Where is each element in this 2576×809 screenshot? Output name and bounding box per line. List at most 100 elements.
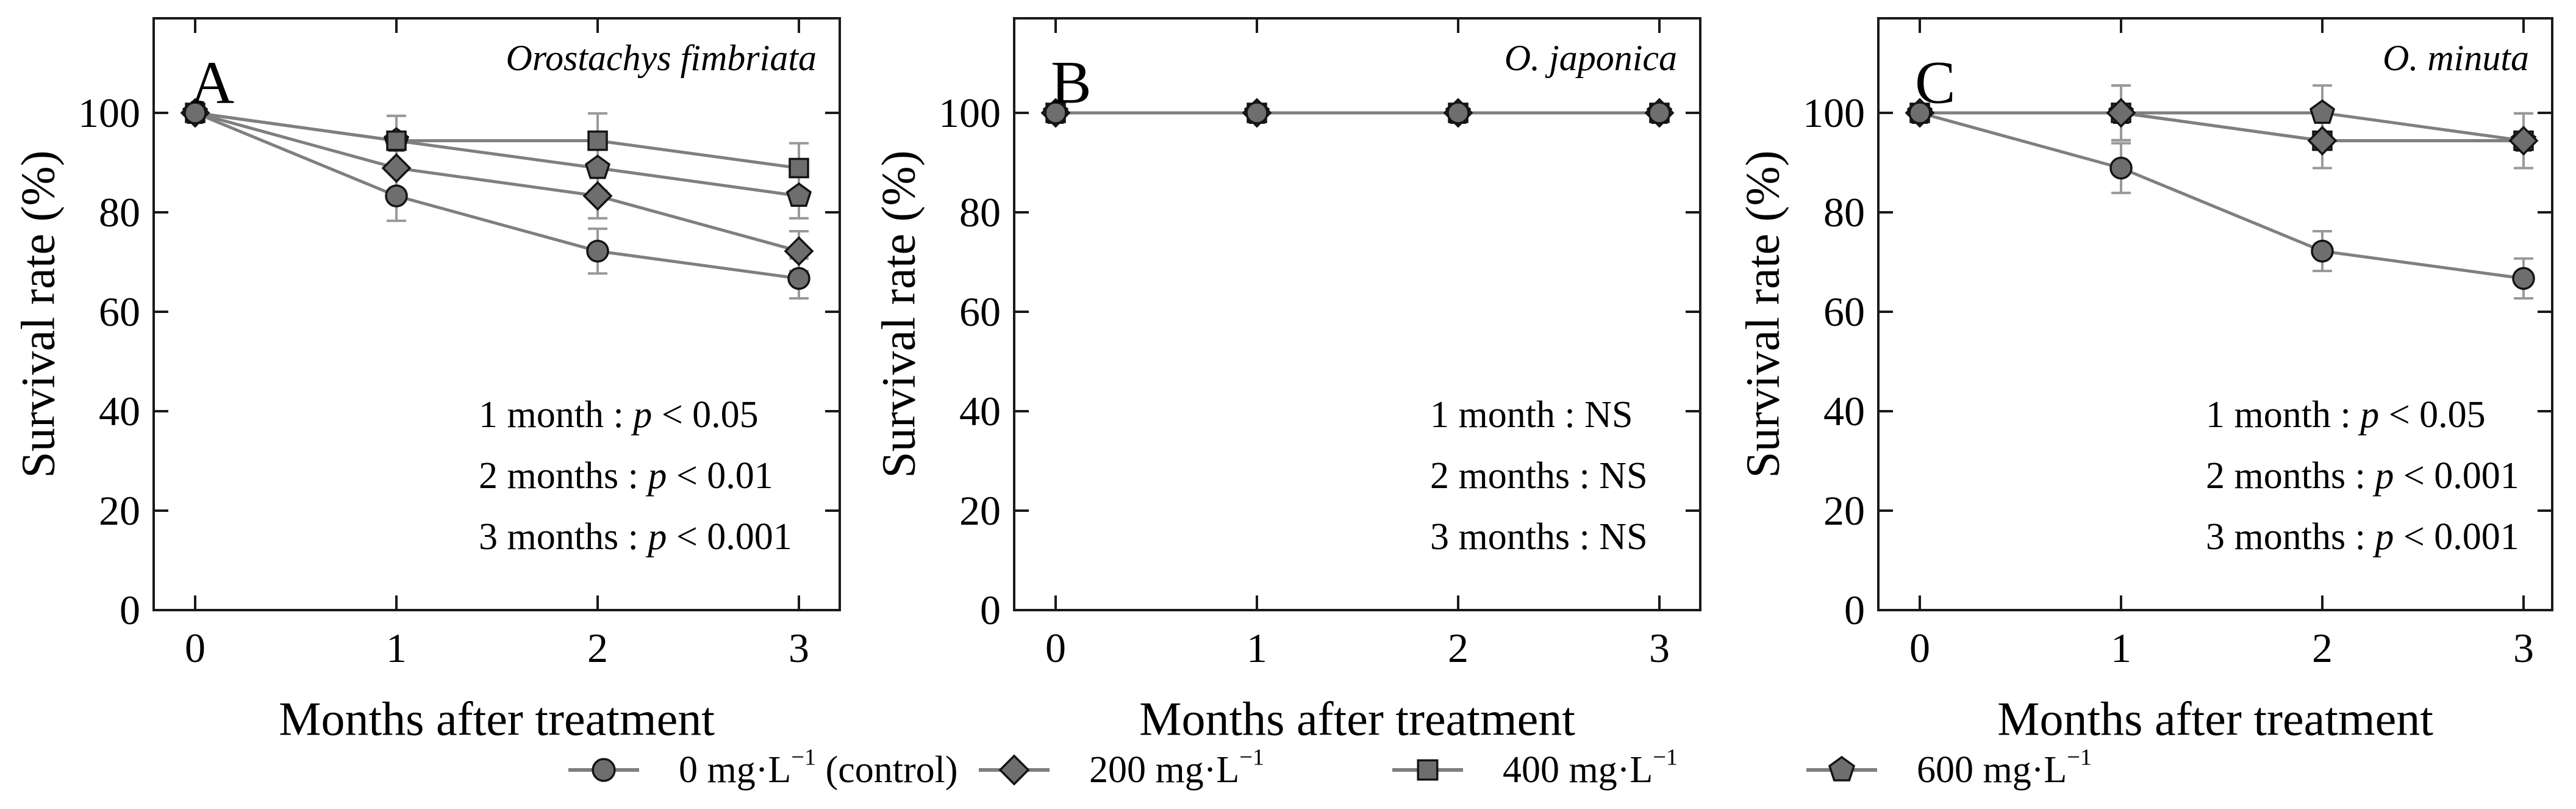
annotation-line: 2 months : p < 0.01 <box>479 455 773 497</box>
marker-circle <box>586 239 609 263</box>
legend-marker-square <box>1417 759 1439 781</box>
y-axis-title: Survival rate (%) <box>12 150 65 478</box>
x-tick-label: 1 <box>1247 625 1267 671</box>
legend-label: 600 mg·L−1 <box>1917 745 2092 791</box>
y-tick-label: 60 <box>99 289 140 335</box>
marker-circle <box>1245 101 1268 124</box>
annotation-line: 1 month : p < 0.05 <box>479 394 759 436</box>
legend-item: 200 mg·L−1 <box>979 745 1264 791</box>
annotation-line: 3 months : p < 0.001 <box>479 516 792 558</box>
y-tick-label: 60 <box>1823 289 1865 335</box>
y-tick-label: 0 <box>980 587 1001 633</box>
annotation-line: 2 months : p < 0.001 <box>2206 455 2519 497</box>
legend: 0 mg·L−1 (control) 200 mg·L−1 400 mg·L−1 60… <box>568 745 2092 791</box>
legend-marker-diamond <box>998 754 1030 786</box>
x-tick-label: 2 <box>587 625 608 671</box>
marker-diamond <box>381 153 412 183</box>
panel-a: 0 20 40 60 80 100 0 1 2 3 A Orostachys fimbriata 1 m… <box>12 17 841 746</box>
marker-circle <box>1447 101 1470 124</box>
x-tick-label: 2 <box>1448 625 1469 671</box>
x-axis-title: Months after treatment <box>279 692 715 746</box>
y-tick-label: 40 <box>959 388 1001 434</box>
marker-diamond <box>582 181 613 211</box>
y-tick-label: 0 <box>120 587 140 633</box>
marker-circle <box>1648 101 1671 124</box>
legend-item: 600 mg·L−1 <box>1806 745 2092 791</box>
y-tick-label: 100 <box>1803 90 1865 136</box>
panel-c: 0 20 40 60 80 100 0 1 2 3 C O. minuta 1 month : p < … <box>1736 17 2553 746</box>
legend-marker-circle <box>592 758 616 782</box>
y-tick-label: 40 <box>1823 388 1865 434</box>
marker-circle <box>1908 101 1931 124</box>
marker-square <box>587 130 608 151</box>
marker-pentagon <box>785 182 812 207</box>
legend-item: 0 mg·L−1 (control) <box>568 745 958 791</box>
x-tick-label: 3 <box>2513 625 2534 671</box>
series-line-pentagon <box>1920 111 2524 143</box>
annotation-line: 3 months : NS <box>1430 516 1648 558</box>
series-line-square <box>195 111 800 170</box>
marker-pentagon <box>2309 99 2336 124</box>
legend-label: 0 mg·L−1 (control) <box>679 745 958 791</box>
x-tick-label: 0 <box>185 625 206 671</box>
y-tick-label: 100 <box>78 90 140 136</box>
marker-square <box>386 130 407 151</box>
marker-pentagon <box>584 154 611 179</box>
x-tick-label: 0 <box>1909 625 1930 671</box>
panel-b: 0 20 40 60 80 100 0 1 2 3 B O. japonica 1 month : NS… <box>872 17 1701 746</box>
panel-letter: A <box>190 49 234 117</box>
marker-square <box>789 157 809 179</box>
plot-frame <box>1013 17 1701 611</box>
legend-item: 400 mg·L−1 <box>1392 745 1678 791</box>
marker-diamond <box>784 236 814 267</box>
panel-species-title: O. japonica <box>1504 38 1677 78</box>
plot-frame <box>152 17 841 611</box>
marker-circle <box>2109 156 2133 180</box>
annotation-line: 1 month : NS <box>1430 394 1633 436</box>
series-line-circle <box>195 111 800 280</box>
marker-circle <box>2311 239 2334 263</box>
y-tick-label: 80 <box>1823 189 1865 236</box>
legend-label: 200 mg·L−1 <box>1089 745 1264 791</box>
x-tick-label: 1 <box>2111 625 2131 671</box>
x-tick-label: 2 <box>2312 625 2333 671</box>
panel-letter: B <box>1051 49 1092 117</box>
annotation-line: 3 months : p < 0.001 <box>2206 516 2519 558</box>
x-tick-label: 3 <box>1649 625 1670 671</box>
y-tick-label: 0 <box>1844 587 1865 633</box>
y-tick-label: 100 <box>939 90 1001 136</box>
series-line-circle <box>1919 111 2524 280</box>
legend-label: 400 mg·L−1 <box>1503 745 1678 791</box>
series-line-pentagon <box>195 111 800 198</box>
marker-circle <box>2512 267 2535 290</box>
y-axis-title: Survival rate (%) <box>1736 150 1789 478</box>
marker-circle <box>787 267 810 290</box>
y-tick-label: 40 <box>99 388 140 434</box>
y-tick-label: 80 <box>99 189 140 236</box>
y-axis-title: Survival rate (%) <box>872 150 925 478</box>
panel-letter: C <box>1915 49 1956 117</box>
annotation-line: 2 months : NS <box>1430 455 1648 497</box>
legend-marker-pentagon <box>1828 755 1856 782</box>
marker-circle <box>184 101 207 124</box>
annotation-line: 1 month : p < 0.05 <box>2206 394 2486 436</box>
series-line-diamond <box>195 111 800 253</box>
marker-diamond <box>2106 98 2136 128</box>
panel-species-title: Orostachys fimbriata <box>506 38 817 78</box>
x-tick-label: 0 <box>1045 625 1066 671</box>
x-axis-title: Months after treatment <box>1139 692 1575 746</box>
y-tick-label: 80 <box>959 189 1001 236</box>
x-axis-title: Months after treatment <box>1997 692 2433 746</box>
marker-circle <box>1044 101 1067 124</box>
x-tick-label: 3 <box>789 625 809 671</box>
y-tick-label: 20 <box>99 487 140 534</box>
marker-diamond <box>2508 126 2539 156</box>
panel-species-title: O. minuta <box>2383 38 2529 78</box>
y-tick-label: 20 <box>1823 487 1865 534</box>
y-tick-label: 20 <box>959 487 1001 534</box>
x-tick-label: 1 <box>386 625 407 671</box>
y-tick-label: 60 <box>959 289 1001 335</box>
marker-circle <box>385 184 408 207</box>
